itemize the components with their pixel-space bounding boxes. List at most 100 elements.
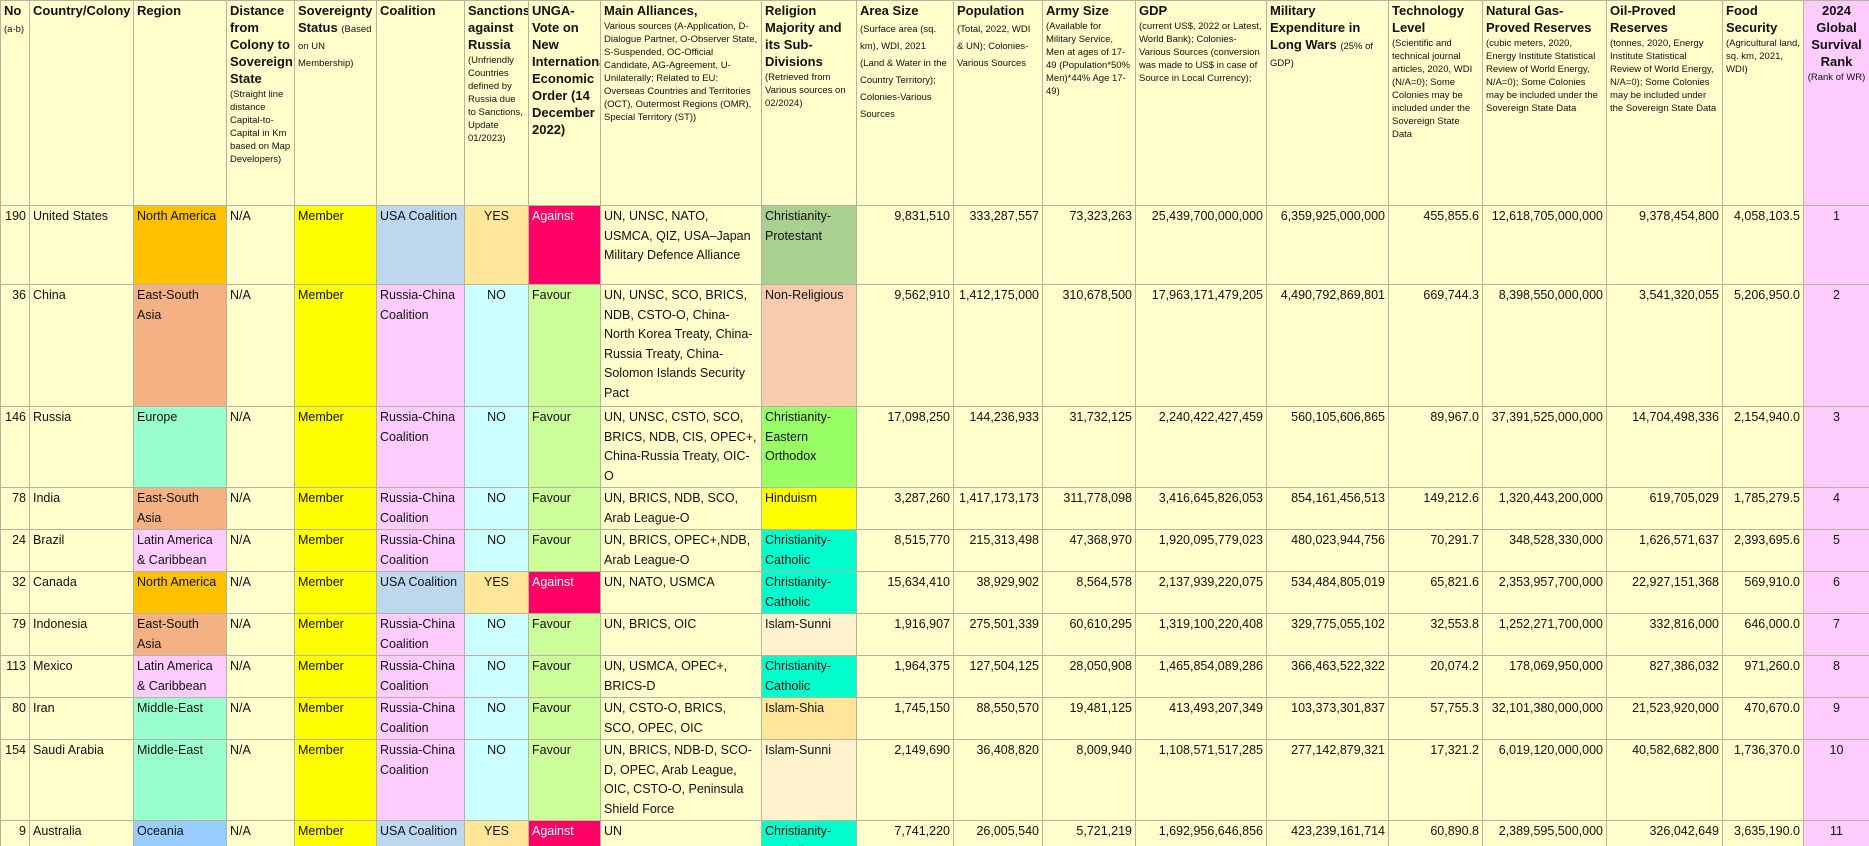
table-cell: N/A — [226, 697, 295, 740]
table-cell: 4,490,792,869,801 — [1266, 284, 1389, 407]
table-cell: 1,319,100,220,408 — [1135, 613, 1267, 656]
table-cell: 32 — [0, 571, 30, 614]
table-cell: 36 — [0, 284, 30, 407]
table-cell: 12,618,705,000,000 — [1482, 205, 1607, 285]
table-row: 32 Canada North America N/A Member USA Coalit… — [0, 571, 1869, 614]
table-cell: Russia — [29, 406, 134, 488]
table-cell: 6,019,120,000,000 — [1482, 739, 1607, 821]
table-cell: 17,963,171,479,205 — [1135, 284, 1267, 407]
table-cell: NO — [464, 487, 529, 530]
table-cell: 423,239,161,714 — [1266, 820, 1389, 846]
table-cell: Christianity-Catholic — [761, 571, 857, 614]
column-header: Country/Colony — [29, 0, 134, 206]
table-row: 190 United States North America N/A Member US… — [0, 205, 1869, 285]
table-cell: Indonesia — [29, 613, 134, 656]
table-cell: USA Coalition — [376, 571, 465, 614]
table-cell: YES — [464, 820, 529, 846]
table-cell: 60,890.8 — [1388, 820, 1483, 846]
table-cell: 1,465,854,089,286 — [1135, 655, 1267, 698]
header-title: Population — [957, 3, 1025, 18]
table-cell: Canada — [29, 571, 134, 614]
table-cell: UN, BRICS, NDB-D, SCO-D, OPEC, Arab Leag… — [600, 739, 762, 821]
table-cell: 37,391,525,000,000 — [1482, 406, 1607, 488]
header-note: (Total, 2022, WDI & UN); Colonies-Variou… — [957, 24, 1031, 69]
table-cell: 28,050,908 — [1042, 655, 1136, 698]
table-cell: 2,393,695.6 — [1722, 529, 1804, 572]
table-cell: Islam-Sunni — [761, 739, 857, 821]
table-cell: NO — [464, 529, 529, 572]
table-row: 36 China East-South Asia N/A Member Russia-Ch… — [0, 284, 1869, 407]
table-cell: 47,368,970 — [1042, 529, 1136, 572]
table-cell: 78 — [0, 487, 30, 530]
table-cell: 310,678,500 — [1042, 284, 1136, 407]
table-cell: 366,463,522,322 — [1266, 655, 1389, 698]
table-cell: UN, BRICS, OIC — [600, 613, 762, 656]
table-cell: 20,074.2 — [1388, 655, 1483, 698]
table-cell: Favour — [528, 613, 601, 656]
column-header: 2024 Global Survival Rank (Rank of WR) — [1803, 0, 1869, 206]
table-cell: 6,359,925,000,000 — [1266, 205, 1389, 285]
table-cell: Member — [294, 613, 377, 656]
table-cell: NO — [464, 406, 529, 488]
column-header: Distance from Colony to Sovereign State(… — [226, 0, 295, 206]
table-cell: 5,206,950.0 — [1722, 284, 1804, 407]
table-cell: 9,831,510 — [856, 205, 954, 285]
header-title: Army Size — [1046, 3, 1109, 18]
table-cell: Christianity-Catholic — [761, 529, 857, 572]
table-cell: 7,741,220 — [856, 820, 954, 846]
header-title: Distance from Colony to Sovereign State — [230, 3, 293, 86]
table-cell: 9,378,454,800 — [1606, 205, 1723, 285]
column-header: Population (Total, 2022, WDI & UN); Colo… — [953, 0, 1043, 206]
table-cell: 89,967.0 — [1388, 406, 1483, 488]
table-cell: 413,493,207,349 — [1135, 697, 1267, 740]
header-note: (Based on UN Membership) — [298, 24, 372, 69]
table-cell: 1,916,907 — [856, 613, 954, 656]
table-cell: 669,744.3 — [1388, 284, 1483, 407]
table-cell: N/A — [226, 284, 295, 407]
table-cell: 60,610,295 — [1042, 613, 1136, 656]
header-note: (tonnes, 2020, Energy Institute Statisti… — [1610, 38, 1717, 114]
table-cell: 79 — [0, 613, 30, 656]
table-cell: N/A — [226, 529, 295, 572]
table-cell: United States — [29, 205, 134, 285]
table-cell: 38,929,902 — [953, 571, 1043, 614]
table-cell: 8,515,770 — [856, 529, 954, 572]
table-cell: Russia-China Coalition — [376, 284, 465, 407]
table-cell: 854,161,456,513 — [1266, 487, 1389, 530]
column-header: Area Size (Surface area (sq. km), WDI, 2… — [856, 0, 954, 206]
table-cell: China — [29, 284, 134, 407]
header-note: (current US$, 2022 or Latest, World Bank… — [1139, 21, 1262, 84]
table-cell: Member — [294, 406, 377, 488]
column-header: Food Security (Agricultural land, sq. km,… — [1722, 0, 1804, 206]
header-title: No — [4, 3, 22, 18]
header-note: (Straight line distance Capital-to-Capit… — [230, 89, 291, 165]
table-cell: 2,389,595,500,000 — [1482, 820, 1607, 846]
header-note: (Agricultural land, sq. km, 2021, WDI) — [1726, 38, 1800, 75]
table-cell: 326,042,649 — [1606, 820, 1723, 846]
table-cell: Christianity-Catholic — [761, 820, 857, 846]
table-cell: 178,069,950,000 — [1482, 655, 1607, 698]
table-cell: 6 — [1803, 571, 1869, 614]
table-cell: UN, NATO, USMCA — [600, 571, 762, 614]
table-cell: 2,353,957,700,000 — [1482, 571, 1607, 614]
table-cell: 36,408,820 — [953, 739, 1043, 821]
table-cell: Member — [294, 655, 377, 698]
column-header: UNGA-Vote on New International Economic … — [528, 0, 601, 206]
table-cell: 57,755.3 — [1388, 697, 1483, 740]
table-cell: 971,260.0 — [1722, 655, 1804, 698]
header-title: Food Security — [1726, 3, 1778, 35]
header-note: (Rank of WR) — [1807, 72, 1866, 83]
table-cell: 480,023,944,756 — [1266, 529, 1389, 572]
table-cell: 2 — [1803, 284, 1869, 407]
table-cell: 149,212.6 — [1388, 487, 1483, 530]
table-cell: UN, UNSC, CSTO, SCO, BRICS, NDB, CIS, OP… — [600, 406, 762, 488]
table-cell: YES — [464, 571, 529, 614]
table-cell: Saudi Arabia — [29, 739, 134, 821]
table-cell: Christianity-Eastern Orthodox — [761, 406, 857, 488]
table-cell: 4 — [1803, 487, 1869, 530]
table-cell: Favour — [528, 487, 601, 530]
header-note: (a-b) — [4, 24, 25, 35]
table-cell: Australia — [29, 820, 134, 846]
table-cell: Latin America & Caribbean — [133, 529, 227, 572]
